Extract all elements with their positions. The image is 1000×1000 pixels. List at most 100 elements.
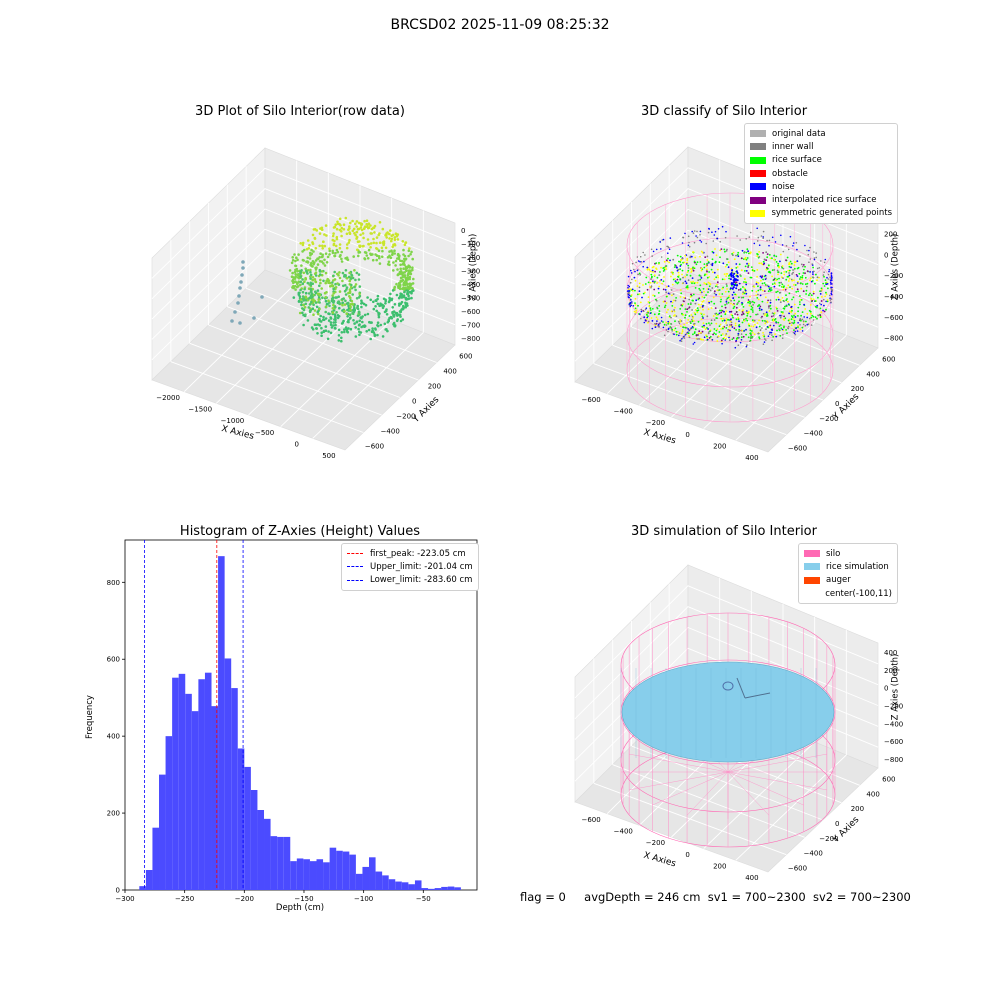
wall-point	[813, 257, 816, 259]
outlier-point	[241, 266, 245, 270]
classified-point	[697, 334, 699, 336]
data-point	[377, 249, 381, 252]
classified-point	[778, 281, 781, 284]
classified-point	[718, 325, 721, 328]
wall-point	[680, 340, 683, 343]
classified-point	[686, 308, 689, 311]
data-point	[327, 330, 330, 333]
data-point	[306, 281, 310, 285]
data-point	[329, 323, 333, 327]
classified-point	[810, 294, 813, 297]
classified-point	[794, 316, 797, 318]
wall-point	[692, 343, 695, 345]
classified-point	[726, 288, 728, 290]
data-point	[407, 272, 410, 276]
classified-point	[746, 314, 749, 317]
classified-point	[702, 339, 705, 341]
classified-point	[744, 270, 746, 272]
classified-point	[719, 300, 722, 303]
data-point	[332, 232, 335, 235]
classified-point	[720, 334, 723, 337]
classified-point	[677, 271, 680, 274]
data-point	[369, 224, 372, 227]
data-point	[340, 234, 343, 238]
wall-point	[740, 339, 743, 341]
data-point	[404, 268, 408, 271]
classified-point	[790, 324, 793, 327]
data-point	[391, 289, 395, 292]
classified-point	[673, 266, 676, 268]
classified-point	[719, 296, 722, 298]
classified-point	[725, 303, 728, 305]
wall-point	[700, 241, 703, 243]
histogram-bar	[191, 711, 199, 890]
classified-point	[770, 331, 773, 334]
classified-point	[724, 304, 726, 306]
data-point	[326, 255, 330, 259]
wall-point	[679, 339, 681, 342]
classified-point	[817, 314, 819, 317]
classified-point	[728, 295, 731, 297]
classified-point	[706, 335, 708, 338]
classified-point	[804, 272, 806, 275]
data-point	[335, 235, 339, 239]
classified-point	[756, 275, 758, 278]
data-point	[350, 274, 354, 277]
classified-point	[716, 283, 718, 286]
data-point	[409, 253, 412, 256]
classified-point	[689, 320, 692, 323]
x-tick-label: −1000	[221, 417, 245, 425]
wall-point	[808, 249, 810, 252]
classified-point	[750, 325, 752, 328]
classified-point	[788, 269, 791, 272]
classified-point	[658, 310, 661, 312]
data-point	[306, 256, 310, 260]
data-point	[302, 259, 306, 262]
classified-point	[820, 287, 823, 290]
wall-point	[766, 239, 768, 242]
classified-point	[705, 322, 708, 325]
noise-point	[732, 286, 735, 289]
wall-point	[813, 251, 815, 253]
data-point	[298, 311, 302, 315]
wall-point	[714, 230, 717, 233]
data-point	[408, 277, 412, 281]
classified-point	[822, 282, 825, 285]
classified-point	[764, 296, 767, 299]
classified-point	[762, 278, 764, 281]
wall-point	[711, 339, 714, 341]
data-point	[316, 289, 320, 292]
data-point	[386, 321, 390, 324]
data-point	[348, 232, 352, 235]
y-tick-label: −400	[381, 428, 400, 436]
data-point	[358, 319, 362, 323]
y-tick-label: −600	[788, 865, 807, 873]
data-point	[333, 225, 337, 229]
data-point	[300, 300, 303, 304]
data-point	[365, 330, 369, 333]
wall-point	[634, 270, 636, 273]
data-point	[311, 278, 315, 282]
classified-point	[722, 318, 725, 320]
wall-point	[711, 231, 713, 233]
data-point	[340, 336, 343, 340]
data-point	[399, 263, 402, 267]
data-point	[393, 238, 397, 242]
data-point	[343, 330, 346, 334]
data-point	[316, 332, 319, 335]
data-point	[374, 253, 377, 256]
data-point	[296, 285, 300, 288]
classified-point	[665, 302, 668, 304]
classified-point	[761, 300, 764, 303]
classified-point	[756, 322, 759, 324]
classified-point	[747, 301, 749, 304]
classified-point	[785, 329, 787, 331]
legend-line	[347, 579, 363, 581]
classified-point	[689, 302, 692, 304]
data-point	[357, 254, 360, 258]
classified-point	[797, 315, 799, 317]
data-point	[351, 276, 355, 280]
classified-point	[764, 320, 766, 322]
data-point	[314, 274, 318, 277]
classified-point	[705, 294, 707, 296]
